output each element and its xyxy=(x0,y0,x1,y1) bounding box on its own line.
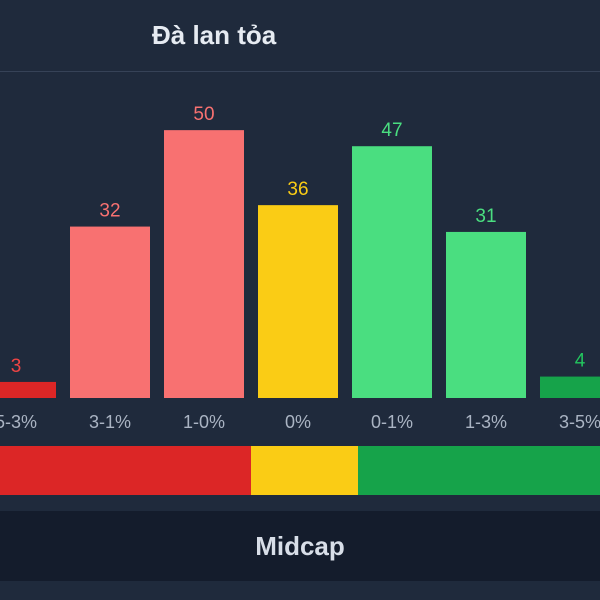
bar-value-label-6: 4 xyxy=(575,351,586,372)
x-tick-label-5: 1-3% xyxy=(465,412,507,432)
midcap-tab[interactable]: Midcap xyxy=(0,511,600,581)
chart-header: Đà lan tỏa xyxy=(0,0,600,70)
bar-2 xyxy=(164,130,244,398)
bar-1 xyxy=(70,226,150,398)
x-tick-label-1: 3-1% xyxy=(89,412,131,432)
bar-0 xyxy=(0,381,56,398)
bar-value-label-0: 3 xyxy=(11,356,22,377)
bar-value-label-2: 50 xyxy=(193,104,214,125)
bar-5 xyxy=(446,231,526,398)
bottom-strip xyxy=(0,581,600,600)
breadth-bar-chart: 3 5-3% 32 3-1% 50 1-0% 36 0% 47 0-1% 31 1-3% 4 3-5% xyxy=(0,104,600,432)
bar-4 xyxy=(352,146,432,398)
bar-6 xyxy=(540,376,600,398)
breadth-distribution-bar xyxy=(0,446,600,495)
bar-value-label-1: 32 xyxy=(99,201,120,222)
x-tick-label-2: 1-0% xyxy=(183,412,225,432)
x-tick-label-0: 5-3% xyxy=(0,412,37,432)
distribution-segment-unchanged xyxy=(251,446,358,495)
bar-3 xyxy=(258,205,338,398)
x-tick-label-3: 0% xyxy=(285,412,311,432)
header-divider xyxy=(0,71,600,72)
distribution-segment-decliners xyxy=(0,446,252,495)
distribution-segment-advancers xyxy=(357,446,600,495)
x-tick-label-6: 3-5% xyxy=(559,412,600,432)
chart-title: Đà lan tỏa xyxy=(152,19,277,50)
bar-value-label-5: 31 xyxy=(475,206,496,227)
midcap-tab-label: Midcap xyxy=(255,530,345,561)
x-tick-label-4: 0-1% xyxy=(371,412,413,432)
bar-value-label-4: 47 xyxy=(381,120,402,141)
bar-value-label-3: 36 xyxy=(287,179,308,200)
